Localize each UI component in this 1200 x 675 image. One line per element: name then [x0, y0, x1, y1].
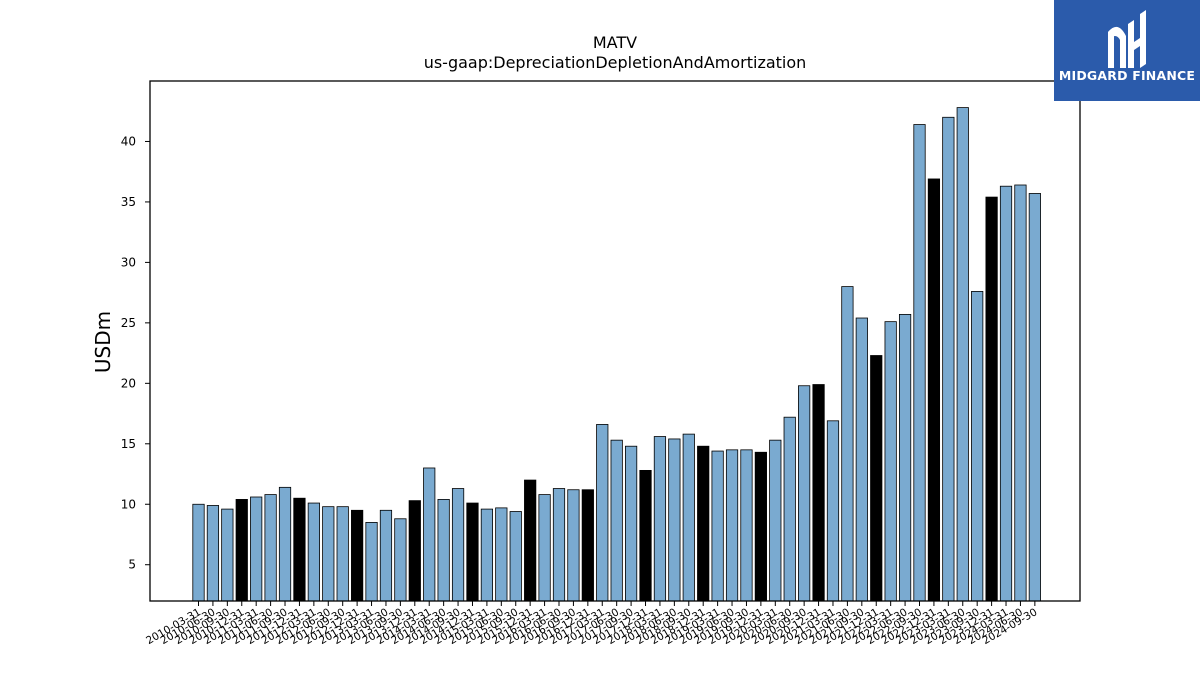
- y-tick-label: 40: [121, 134, 136, 148]
- bar-2017-12-31: [639, 469, 652, 602]
- bar-2021-06-30: [841, 286, 854, 602]
- bar-2016-06-30: [552, 488, 566, 602]
- y-tick-label: 15: [121, 437, 136, 451]
- chart-title: MATV: [593, 33, 637, 52]
- bar-2012-12-31: [351, 509, 364, 602]
- bar-2016-12-31: [581, 489, 594, 602]
- bar-2022-03-31: [884, 321, 897, 602]
- y-tick-label: 30: [121, 255, 136, 269]
- bar-2015-09-30: [509, 511, 522, 602]
- y-tick-label: 20: [121, 376, 136, 390]
- bars-group: [192, 107, 1041, 602]
- bar-2019-09-30: [740, 449, 753, 602]
- bar-2020-09-30: [798, 385, 811, 602]
- bar-2014-03-31: [423, 467, 436, 602]
- x-axis: 2010-03-312010-06-302010-09-302010-12-31…: [144, 601, 1039, 647]
- bar-2014-12-31: [466, 502, 479, 602]
- bar-2016-09-30: [567, 489, 580, 602]
- bar-2020-06-30: [783, 416, 796, 602]
- bar-2020-03-31: [769, 439, 782, 602]
- bar-2011-06-30: [264, 494, 277, 602]
- bar-2021-09-30: [855, 317, 868, 602]
- bar-2012-09-30: [336, 506, 349, 602]
- bar-2013-06-30: [379, 509, 393, 602]
- brand-name: MIDGARD FINANCE: [1058, 68, 1196, 83]
- bar-2013-12-31: [408, 500, 421, 602]
- bar-2023-03-31: [942, 116, 955, 602]
- bar-2018-06-30: [668, 438, 681, 602]
- bar-2024-09-30: [1028, 193, 1041, 602]
- y-axis-label: USDm: [91, 311, 115, 373]
- bar-2011-12-31: [293, 497, 306, 602]
- bar-2010-03-31: [192, 503, 205, 602]
- bar-2010-09-30: [221, 508, 234, 602]
- bar-2015-06-30: [495, 507, 508, 602]
- bar-2021-12-31: [870, 355, 883, 602]
- bar-2019-06-30: [725, 449, 739, 602]
- bar-2020-12-31: [812, 384, 825, 602]
- brand-logo: MIDGARD FINANCE: [1054, 0, 1200, 101]
- bar-2017-09-30: [625, 445, 638, 602]
- chart-subtitle: us-gaap:DepreciationDepletionAndAmortiza…: [424, 53, 807, 72]
- bar-2021-03-31: [826, 420, 840, 602]
- bar-2013-09-30: [394, 518, 407, 602]
- y-tick-label: 5: [128, 558, 136, 572]
- bar-2022-09-30: [913, 124, 926, 602]
- bar-2019-03-31: [711, 450, 724, 602]
- bar-2012-06-30: [322, 506, 335, 602]
- bar-2014-09-30: [451, 488, 465, 602]
- bar-2010-06-30: [206, 505, 220, 602]
- bar-2016-03-31: [538, 494, 551, 602]
- bar-2024-03-31: [999, 185, 1013, 602]
- bar-2022-12-31: [927, 178, 941, 602]
- bar-2018-09-30: [682, 433, 695, 602]
- bar-2018-12-31: [697, 445, 710, 602]
- bar-2012-03-31: [307, 502, 320, 602]
- y-axis: 5 10 15 20 25 30 35 40: [121, 134, 150, 572]
- bar-2024-06-30: [1014, 184, 1027, 602]
- bar-2014-06-30: [437, 499, 450, 602]
- bar-2022-06-30: [898, 313, 912, 602]
- y-tick-label: 10: [121, 497, 136, 511]
- bar-2013-03-31: [365, 522, 378, 602]
- bar-2017-06-30: [610, 439, 623, 602]
- bar-2023-09-30: [971, 291, 984, 602]
- bar-2023-06-30: [956, 107, 969, 602]
- bar-2017-03-31: [596, 424, 609, 602]
- bar-2010-12-31: [235, 499, 248, 602]
- plot-frame: [149, 80, 1081, 602]
- bar-2023-12-31: [985, 196, 998, 602]
- bar-2019-12-31: [754, 451, 767, 602]
- bar-2011-03-31: [250, 496, 263, 602]
- bar-2018-03-31: [653, 436, 667, 602]
- bar-2015-12-31: [524, 479, 537, 602]
- bar-2011-09-30: [278, 486, 292, 602]
- y-tick-label: 35: [121, 195, 136, 209]
- bar-2015-03-31: [480, 508, 494, 602]
- midgard-logo-icon: [1108, 10, 1146, 68]
- y-tick-label: 25: [121, 316, 136, 330]
